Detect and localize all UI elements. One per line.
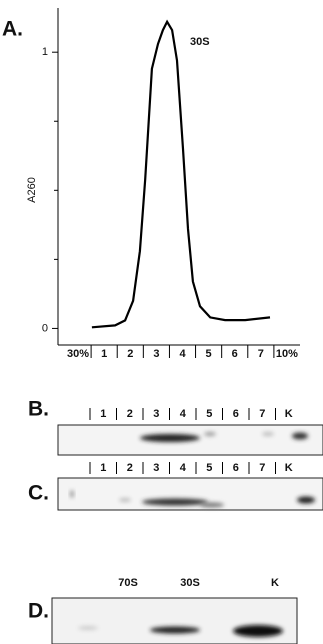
x-tick-label: 5 bbox=[206, 348, 212, 360]
lane-label: K bbox=[271, 577, 279, 589]
lane-label: 30S bbox=[180, 577, 200, 589]
blot bbox=[52, 598, 297, 644]
y-tick-label: 0 bbox=[42, 322, 48, 334]
lane-label: 6 bbox=[233, 462, 239, 474]
panel-label: B. bbox=[28, 398, 49, 421]
figure: A. B. C. D. A260 30S 0 1 30% 1 2 3 4 5 6 7 10% 1 2 3 4… bbox=[0, 0, 323, 644]
x-tick-label: 3 bbox=[153, 348, 159, 360]
band bbox=[119, 498, 131, 502]
panel-label: C. bbox=[28, 482, 49, 505]
x-tick-label: 7 bbox=[258, 348, 264, 360]
x-tick-label: 6 bbox=[232, 348, 238, 360]
band bbox=[262, 432, 274, 436]
band bbox=[78, 626, 98, 630]
lane-label: 4 bbox=[180, 462, 187, 474]
band bbox=[292, 433, 308, 440]
panel-label: A. bbox=[2, 18, 23, 41]
lane-label: 6 bbox=[233, 408, 239, 420]
lane-label: 70S bbox=[118, 577, 138, 589]
lane-label: 3 bbox=[153, 462, 159, 474]
x-tick-label: 1 bbox=[101, 348, 107, 360]
x-tick-label: 10% bbox=[276, 348, 298, 360]
x-tick-label: 30% bbox=[67, 348, 89, 360]
blot bbox=[58, 478, 323, 510]
lane-label: 1 bbox=[100, 408, 106, 420]
y-axis-label: A260 bbox=[26, 177, 38, 203]
x-tick-label: 4 bbox=[179, 348, 186, 360]
band bbox=[140, 434, 200, 442]
lane-label: 4 bbox=[180, 408, 187, 420]
band bbox=[150, 627, 200, 634]
panel-label: D. bbox=[28, 600, 49, 623]
lane-label: 5 bbox=[206, 408, 212, 420]
lane-label: K bbox=[285, 408, 293, 420]
band bbox=[233, 625, 283, 637]
lane-label: 3 bbox=[153, 408, 159, 420]
band bbox=[142, 499, 208, 506]
band bbox=[297, 497, 315, 504]
lane-label: K bbox=[285, 462, 293, 474]
lane-label: 7 bbox=[259, 408, 265, 420]
band bbox=[70, 490, 74, 498]
lane-label: 2 bbox=[127, 408, 133, 420]
annotation: 30S bbox=[190, 36, 210, 48]
x-tick-label: 2 bbox=[127, 348, 133, 360]
lane-label: 5 bbox=[206, 462, 212, 474]
lane-label: 7 bbox=[259, 462, 265, 474]
curve bbox=[92, 22, 270, 328]
lane-label: 2 bbox=[127, 462, 133, 474]
band bbox=[204, 432, 216, 436]
lane-label: 1 bbox=[100, 462, 106, 474]
y-tick-label: 1 bbox=[42, 46, 48, 58]
band bbox=[200, 503, 224, 508]
